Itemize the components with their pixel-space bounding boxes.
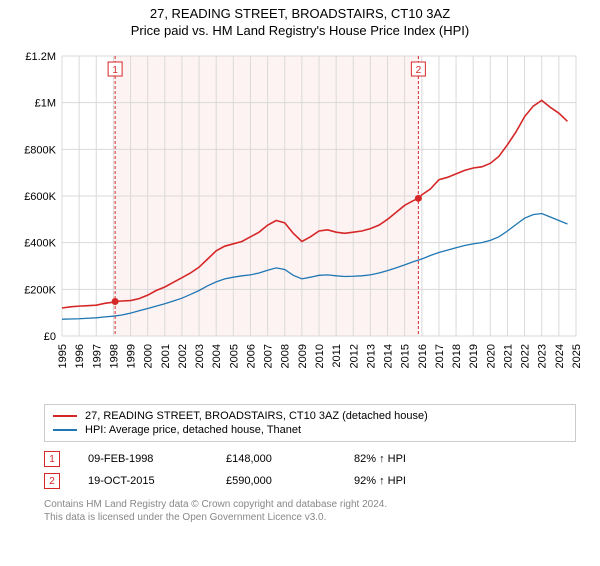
svg-text:2022: 2022 — [520, 344, 532, 368]
svg-text:£200K: £200K — [24, 284, 56, 296]
legend-label: 27, READING STREET, BROADSTAIRS, CT10 3A… — [85, 410, 428, 422]
page-subtitle: Price paid vs. HM Land Registry's House … — [0, 23, 600, 38]
svg-text:1998: 1998 — [108, 344, 120, 368]
svg-text:2001: 2001 — [160, 344, 172, 368]
legend-swatch — [53, 429, 77, 431]
svg-text:1999: 1999 — [126, 344, 138, 368]
svg-text:2009: 2009 — [297, 344, 309, 368]
legend-label: HPI: Average price, detached house, Than… — [85, 424, 301, 436]
event-marker: 2 — [44, 473, 60, 489]
svg-text:2014: 2014 — [383, 344, 395, 368]
svg-text:2023: 2023 — [537, 344, 549, 368]
svg-text:2004: 2004 — [211, 344, 223, 368]
svg-text:2015: 2015 — [400, 344, 412, 368]
svg-text:£800K: £800K — [24, 144, 56, 156]
svg-text:£0: £0 — [44, 331, 56, 343]
svg-text:£1M: £1M — [35, 98, 56, 110]
svg-text:2019: 2019 — [468, 344, 480, 368]
svg-text:2011: 2011 — [331, 344, 343, 368]
svg-text:1995: 1995 — [57, 344, 69, 368]
page-title: 27, READING STREET, BROADSTAIRS, CT10 3A… — [0, 6, 600, 21]
svg-text:£1.2M: £1.2M — [25, 51, 56, 63]
svg-text:2021: 2021 — [502, 344, 514, 368]
svg-text:2: 2 — [416, 65, 422, 76]
event-price: £590,000 — [226, 475, 326, 487]
price-chart: £0 £200K £400K £600K £800K £1M £1.2M 1995 1996 19… — [14, 46, 584, 392]
legend: 27, READING STREET, BROADSTAIRS, CT10 3A… — [44, 404, 576, 442]
legend-swatch — [53, 415, 77, 417]
svg-text:2003: 2003 — [194, 344, 206, 368]
svg-text:2002: 2002 — [177, 344, 189, 368]
svg-text:2024: 2024 — [554, 344, 566, 368]
event-date: 09-FEB-1998 — [88, 453, 198, 465]
svg-text:2008: 2008 — [280, 344, 292, 368]
svg-text:1996: 1996 — [74, 344, 86, 368]
event-pct: 92% ↑ HPI — [354, 475, 454, 487]
event-date: 19-OCT-2015 — [88, 475, 198, 487]
footnote: Contains HM Land Registry data © Crown c… — [44, 498, 576, 524]
footnote-line: Contains HM Land Registry data © Crown c… — [44, 498, 576, 511]
legend-row: HPI: Average price, detached house, Than… — [53, 423, 567, 437]
svg-text:2000: 2000 — [143, 344, 155, 368]
svg-text:2017: 2017 — [434, 344, 446, 368]
svg-text:2025: 2025 — [571, 344, 583, 368]
event-row: 1 09-FEB-1998 £148,000 82% ↑ HPI — [44, 448, 576, 470]
footnote-line: This data is licensed under the Open Gov… — [44, 511, 576, 524]
svg-text:2006: 2006 — [245, 344, 257, 368]
svg-text:1: 1 — [112, 65, 118, 76]
event-pct: 82% ↑ HPI — [354, 453, 454, 465]
chart-svg: £0 £200K £400K £600K £800K £1M £1.2M 1995 1996 19… — [14, 46, 584, 392]
svg-text:2007: 2007 — [263, 344, 275, 368]
svg-text:£600K: £600K — [24, 191, 56, 203]
event-price: £148,000 — [226, 453, 326, 465]
svg-text:2016: 2016 — [417, 344, 429, 368]
svg-text:2013: 2013 — [365, 344, 377, 368]
svg-text:2018: 2018 — [451, 344, 463, 368]
sale-events: 1 09-FEB-1998 £148,000 82% ↑ HPI 2 19-OCT-201… — [44, 448, 576, 492]
svg-text:2005: 2005 — [228, 344, 240, 368]
legend-row: 27, READING STREET, BROADSTAIRS, CT10 3A… — [53, 409, 567, 423]
event-row: 2 19-OCT-2015 £590,000 92% ↑ HPI — [44, 470, 576, 492]
svg-text:1997: 1997 — [91, 344, 103, 368]
svg-text:2020: 2020 — [485, 344, 497, 368]
svg-text:2010: 2010 — [314, 344, 326, 368]
svg-text:£400K: £400K — [24, 238, 56, 250]
svg-text:2012: 2012 — [348, 344, 360, 368]
event-marker: 1 — [44, 451, 60, 467]
